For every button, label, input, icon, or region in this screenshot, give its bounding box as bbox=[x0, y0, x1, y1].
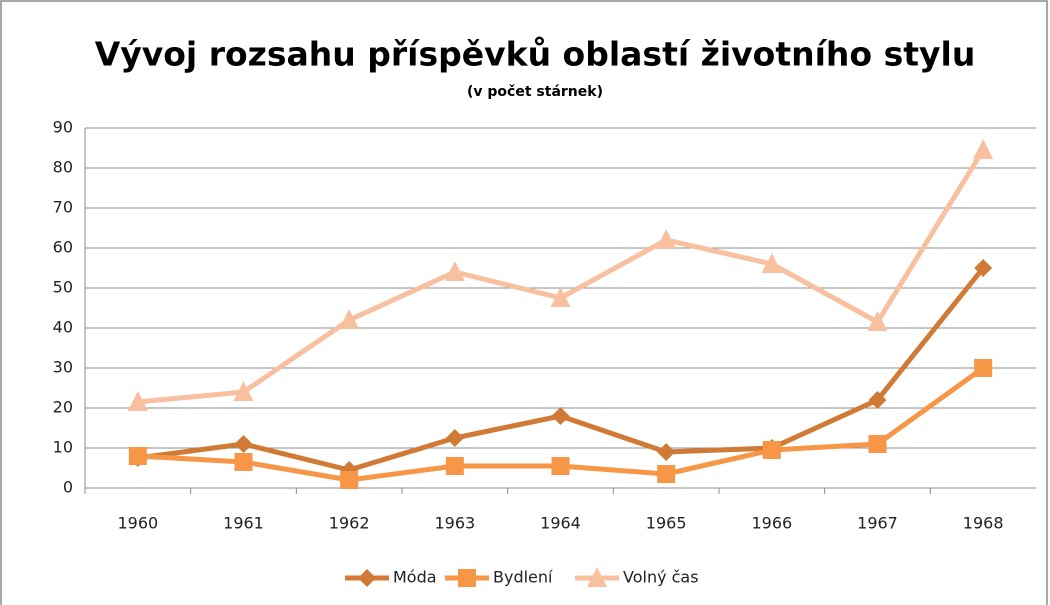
point bbox=[657, 443, 676, 461]
point bbox=[445, 429, 464, 447]
point bbox=[339, 309, 360, 329]
point bbox=[868, 391, 887, 409]
x-tick-label: 1962 bbox=[329, 514, 370, 533]
x-tick-label: 1967 bbox=[857, 514, 898, 533]
point bbox=[657, 465, 676, 483]
y-tick-label: 60 bbox=[53, 238, 73, 257]
chart-title: Vývoj rozsahu příspěvků oblastí životníh… bbox=[95, 35, 976, 74]
y-tick-label: 50 bbox=[53, 278, 73, 297]
x-tick-label: 1966 bbox=[751, 514, 792, 533]
point bbox=[656, 229, 677, 249]
legend-label: Volný čas bbox=[623, 568, 699, 587]
point bbox=[868, 435, 887, 453]
chart-subtitle: (v počet stárnek) bbox=[467, 84, 603, 100]
x-tick-label: 1961 bbox=[223, 514, 264, 533]
y-tick-label: 20 bbox=[53, 398, 73, 417]
point bbox=[234, 435, 253, 453]
y-tick-label: 90 bbox=[53, 118, 73, 137]
point bbox=[867, 311, 888, 331]
point bbox=[550, 287, 571, 307]
legend-label: Bydlení bbox=[493, 568, 553, 587]
point bbox=[234, 453, 253, 471]
point bbox=[973, 139, 994, 159]
legend-label: Móda bbox=[393, 568, 437, 587]
point bbox=[233, 381, 254, 401]
point bbox=[551, 457, 570, 475]
x-tick-label: 1968 bbox=[963, 514, 1004, 533]
y-tick-label: 40 bbox=[53, 318, 73, 337]
point bbox=[974, 259, 993, 277]
point bbox=[128, 447, 147, 465]
legend-marker bbox=[587, 567, 607, 587]
point bbox=[127, 391, 148, 411]
y-tick-label: 0 bbox=[63, 478, 73, 497]
x-tick-label: 1964 bbox=[540, 514, 581, 533]
x-tick-label: 1960 bbox=[117, 514, 158, 533]
x-tick-label: 1965 bbox=[646, 514, 687, 533]
point bbox=[761, 253, 782, 273]
point bbox=[551, 407, 570, 425]
point bbox=[340, 471, 359, 489]
point bbox=[762, 441, 781, 459]
y-tick-label: 10 bbox=[53, 438, 73, 457]
point bbox=[974, 359, 993, 377]
legend-marker bbox=[458, 569, 476, 587]
y-tick-label: 80 bbox=[53, 158, 73, 177]
y-tick-label: 70 bbox=[53, 198, 73, 217]
point bbox=[445, 457, 464, 475]
y-tick-label: 30 bbox=[53, 358, 73, 377]
x-tick-label: 1963 bbox=[434, 514, 475, 533]
legend-marker bbox=[358, 569, 376, 587]
point bbox=[444, 261, 465, 281]
